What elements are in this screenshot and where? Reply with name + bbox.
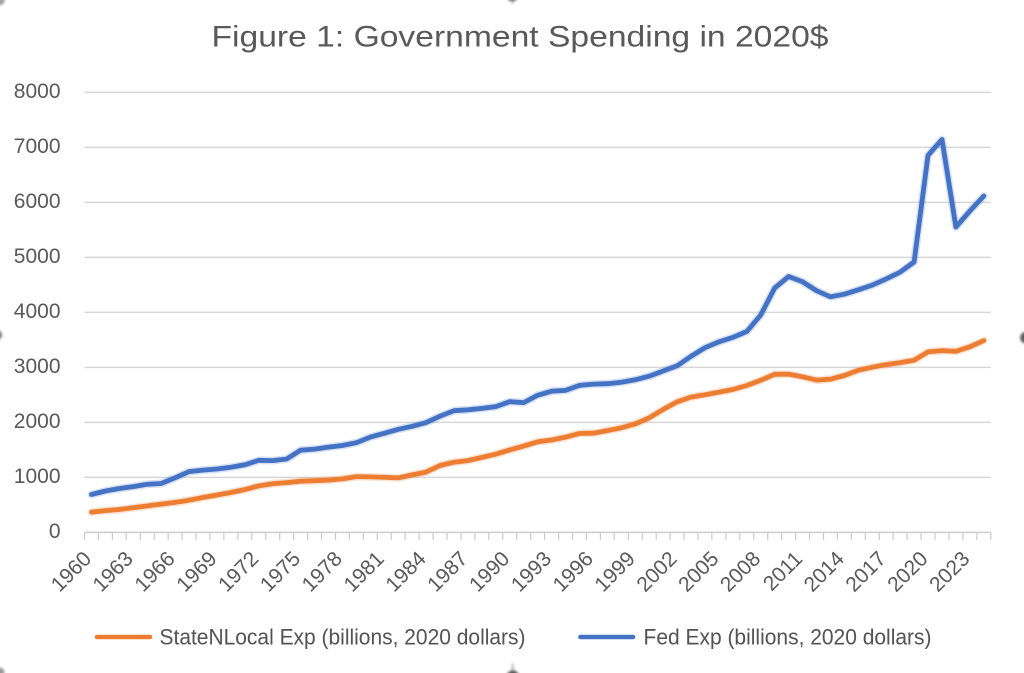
svg-text:StateNLocal Exp (billions, 202: StateNLocal Exp (billions, 2020 dollars) (160, 625, 526, 650)
svg-text:5000: 5000 (14, 245, 61, 268)
svg-text:6000: 6000 (14, 190, 61, 213)
svg-text:8000: 8000 (14, 80, 61, 103)
svg-text:Figure 1: Government Spending: Figure 1: Government Spending in 2020$ (212, 21, 829, 54)
svg-text:1000: 1000 (14, 465, 61, 488)
svg-text:4000: 4000 (14, 300, 61, 323)
svg-text:7000: 7000 (14, 135, 61, 158)
svg-text:3000: 3000 (14, 355, 61, 378)
svg-text:Fed Exp (billions, 2020 dollar: Fed Exp (billions, 2020 dollars) (644, 625, 932, 650)
svg-text:2000: 2000 (14, 410, 61, 433)
svg-text:0: 0 (49, 520, 61, 543)
